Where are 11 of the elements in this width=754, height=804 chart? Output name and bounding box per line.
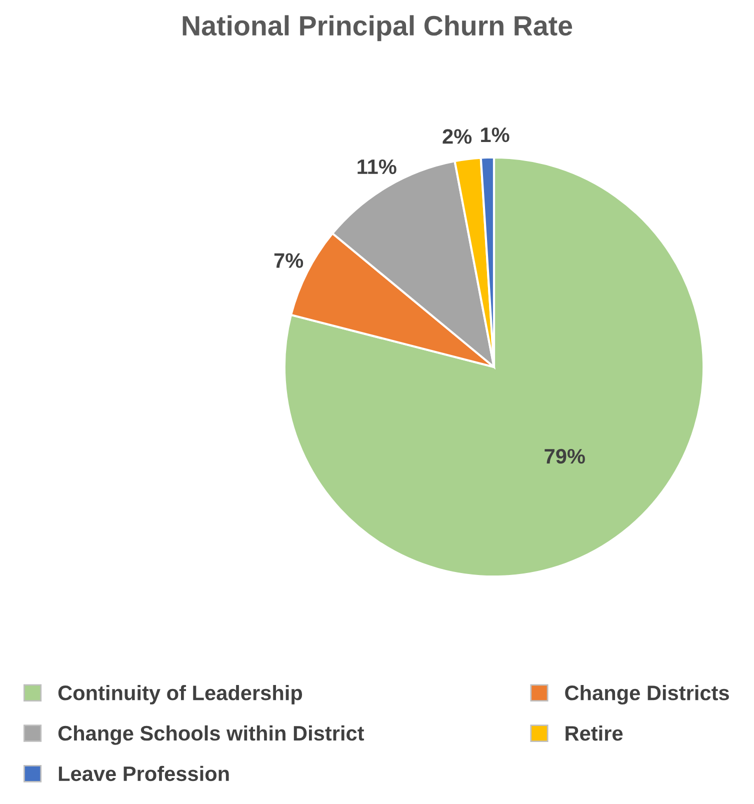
legend-label: Change Schools within District bbox=[58, 725, 364, 745]
data-label: 79% bbox=[544, 448, 585, 464]
data-label: 11% bbox=[358, 159, 396, 174]
data-label: 2% bbox=[442, 129, 472, 144]
data-label: 7% bbox=[274, 253, 304, 268]
legend-label: Change Districts bbox=[565, 685, 729, 705]
chart-title: National Principal Churn Rate bbox=[182, 15, 572, 42]
legend-label: Retire bbox=[566, 725, 623, 741]
legend-label: Continuity of Leadership bbox=[58, 685, 302, 704]
data-label: 1% bbox=[481, 127, 510, 142]
legend-label: Leave Profession bbox=[58, 766, 229, 782]
